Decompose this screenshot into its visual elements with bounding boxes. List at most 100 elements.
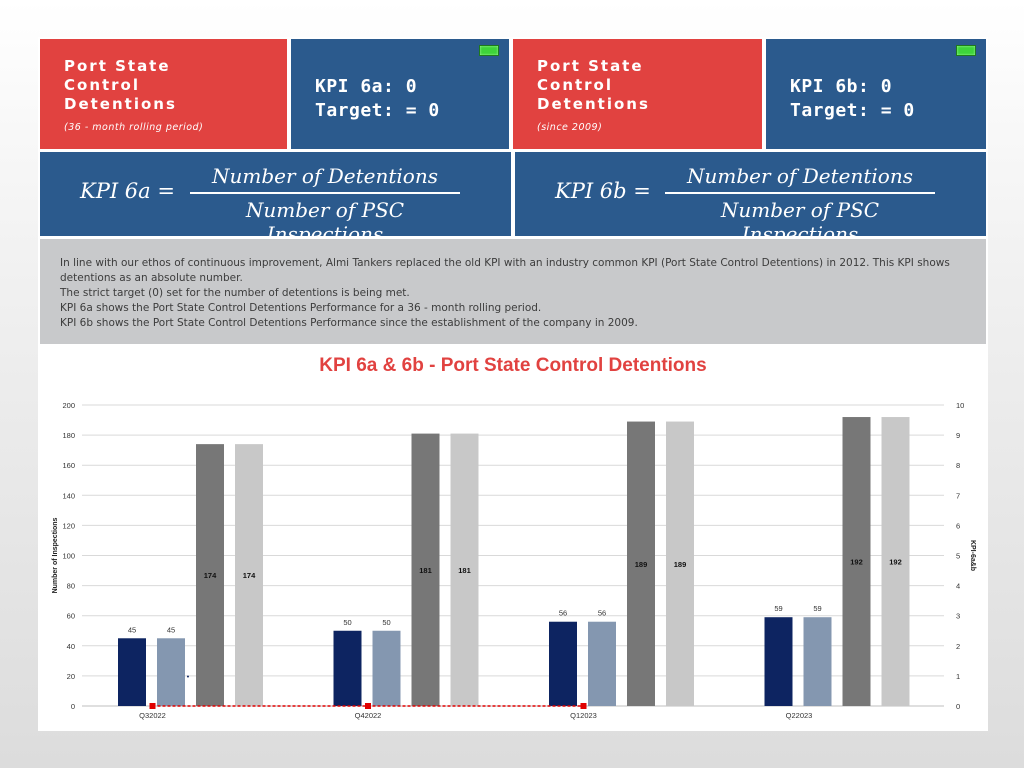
bar-data-label: 50 bbox=[382, 618, 390, 627]
report-sheet: Port State Control Detentions (36 - mont… bbox=[38, 37, 988, 731]
bar-1 bbox=[588, 621, 616, 706]
fraction-bar bbox=[190, 192, 460, 194]
formula-6b-numerator: Number of Detentions bbox=[687, 164, 913, 188]
bar-0 bbox=[549, 621, 577, 706]
bar-1 bbox=[803, 617, 832, 706]
y-tick-label: 100 bbox=[62, 552, 75, 561]
bar-2 bbox=[627, 421, 655, 706]
header-row: Port State Control Detentions (36 - mont… bbox=[40, 39, 986, 149]
psc-title-6a-line3: Detentions bbox=[64, 95, 177, 113]
y2-tick-label: 7 bbox=[956, 491, 960, 500]
psc-title-6a-line1: Port State bbox=[64, 57, 171, 75]
bar-data-label: 181 bbox=[458, 566, 471, 575]
formula-6a-denominator: Number of PSC Inspections bbox=[245, 198, 405, 246]
status-indicator-icon bbox=[479, 45, 499, 56]
formula-kpi-6a: KPI 6a = Number of Detentions Number of … bbox=[40, 152, 511, 246]
formula-6a-lhs: KPI 6a = bbox=[80, 179, 175, 203]
y-tick-label: 160 bbox=[62, 461, 75, 470]
bar-data-label: 192 bbox=[889, 558, 902, 567]
description-panel: In line with our ethos of continuous imp… bbox=[40, 239, 986, 344]
psc-title-6b-line3: Detentions bbox=[537, 95, 650, 113]
bar-2 bbox=[196, 444, 224, 706]
kpi-6a-box: KPI 6a: 0 Target: = 0 bbox=[291, 39, 509, 149]
fraction-bar bbox=[665, 192, 935, 194]
x-tick-label: Q32022 bbox=[139, 711, 166, 720]
bar-0 bbox=[333, 630, 362, 706]
chart-title: KPI 6a & 6b - Port State Control Detenti… bbox=[319, 355, 707, 376]
psc-subtitle-6b: (since 2009) bbox=[537, 122, 603, 133]
status-indicator-icon bbox=[956, 45, 976, 56]
y2-axis-label: KPI-6a&b bbox=[969, 540, 976, 571]
bar-data-label: 174 bbox=[243, 571, 256, 580]
bar-3 bbox=[881, 417, 910, 706]
psc-subtitle-6a: (36 - month rolling period) bbox=[64, 122, 204, 133]
bar-data-label: 45 bbox=[167, 625, 175, 634]
kpi-6a-value: KPI 6a: 0 bbox=[315, 76, 418, 97]
kpi-6a-marker: • bbox=[187, 674, 190, 681]
y-tick-label: 80 bbox=[67, 582, 75, 591]
bar-2 bbox=[842, 417, 871, 706]
kpi-6b-value: KPI 6b: 0 bbox=[790, 76, 893, 97]
target-marker bbox=[365, 703, 371, 709]
y-tick-label: 120 bbox=[62, 521, 75, 530]
bar-data-label: 181 bbox=[419, 566, 432, 575]
x-tick-label: Q22023 bbox=[786, 711, 813, 720]
y2-tick-label: 4 bbox=[956, 582, 960, 591]
kpi-6a-target: Target: = 0 bbox=[315, 100, 440, 121]
y-tick-label: 200 bbox=[62, 401, 75, 410]
bar-0 bbox=[118, 638, 146, 706]
y2-tick-label: 0 bbox=[956, 702, 960, 711]
formula-row: KPI 6a = Number of Detentions Number of … bbox=[40, 152, 986, 246]
bar-3 bbox=[235, 444, 263, 706]
bar-3 bbox=[450, 433, 479, 706]
bar-2 bbox=[411, 433, 440, 706]
bar-data-label: 56 bbox=[559, 609, 567, 618]
description-line-1: In line with our ethos of continuous imp… bbox=[60, 257, 950, 284]
psc-title-6b-line2: Control bbox=[537, 76, 614, 94]
y-tick-label: 140 bbox=[62, 491, 75, 500]
psc-title-6b-line1: Port State bbox=[537, 57, 644, 75]
bar-3 bbox=[666, 421, 694, 706]
y2-tick-label: 8 bbox=[956, 461, 960, 470]
kpi-6b-target: Target: = 0 bbox=[790, 100, 915, 121]
bar-1 bbox=[157, 638, 185, 706]
psc-title-box-6a: Port State Control Detentions (36 - mont… bbox=[40, 39, 287, 149]
bar-data-label: 174 bbox=[204, 571, 217, 580]
kpi-6b-box: KPI 6b: 0 Target: = 0 bbox=[766, 39, 986, 149]
bar-data-label: 189 bbox=[674, 560, 687, 569]
x-tick-label: Q42022 bbox=[355, 711, 382, 720]
bar-data-label: 59 bbox=[774, 604, 782, 613]
bar-data-label: 45 bbox=[128, 625, 136, 634]
bar-0 bbox=[764, 617, 793, 706]
bar-data-label: 192 bbox=[850, 558, 863, 567]
y-tick-label: 180 bbox=[62, 431, 75, 440]
formula-6b-lhs: KPI 6b = bbox=[555, 179, 651, 203]
y2-tick-label: 2 bbox=[956, 642, 960, 651]
y2-tick-label: 6 bbox=[956, 521, 960, 530]
y2-tick-label: 9 bbox=[956, 431, 960, 440]
y-tick-label: 0 bbox=[71, 702, 75, 711]
y2-tick-label: 1 bbox=[956, 672, 960, 681]
bar-data-label: 189 bbox=[635, 560, 648, 569]
kpi-chart: 020406080100120140160180200012345678910N… bbox=[52, 401, 976, 720]
y2-tick-label: 3 bbox=[956, 612, 960, 621]
formula-kpi-6b: KPI 6b = Number of Detentions Number of … bbox=[515, 152, 986, 246]
bar-1 bbox=[372, 630, 401, 706]
bar-data-label: 56 bbox=[598, 609, 606, 618]
x-tick-label: Q12023 bbox=[570, 711, 597, 720]
target-marker bbox=[149, 703, 156, 709]
y-tick-label: 40 bbox=[67, 642, 75, 651]
y-axis-label: Number of Inspections bbox=[52, 517, 59, 593]
y-tick-label: 60 bbox=[67, 612, 75, 621]
formula-6a-numerator: Number of Detentions bbox=[212, 164, 438, 188]
psc-title-6a-line2: Control bbox=[64, 76, 141, 94]
y2-tick-label: 5 bbox=[956, 552, 960, 561]
y-tick-label: 20 bbox=[67, 672, 75, 681]
target-marker bbox=[580, 703, 587, 709]
description-line-3: KPI 6a shows the Port State Control Dete… bbox=[60, 302, 542, 314]
description-line-4: KPI 6b shows the Port State Control Dete… bbox=[60, 317, 638, 329]
psc-title-box-6b: Port State Control Detentions (since 200… bbox=[513, 39, 762, 149]
bar-data-label: 59 bbox=[813, 604, 821, 613]
y2-tick-label: 10 bbox=[956, 401, 964, 410]
description-line-2: The strict target (0) set for the number… bbox=[60, 287, 410, 299]
